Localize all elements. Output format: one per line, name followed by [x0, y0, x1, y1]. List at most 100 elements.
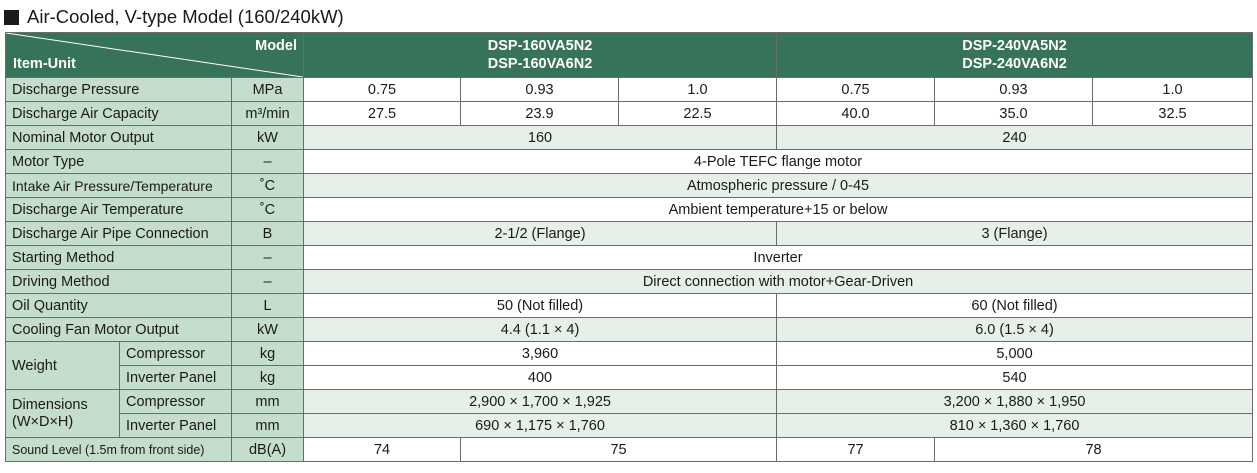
model-header-label: Model	[255, 38, 298, 54]
table-cell: 1.0	[618, 77, 778, 102]
model-b-line1: DSP-240VA5N2	[962, 38, 1067, 54]
model-a-line2: DSP-160VA6N2	[487, 56, 593, 72]
table-row: Starting Method – Inverter	[5, 245, 1254, 270]
model-b-header: DSP-240VA5N2 DSP-240VA6N2	[776, 32, 1254, 78]
row-unit: –	[230, 149, 305, 174]
table-cell: Direct connection with motor+Gear-Driven	[303, 269, 1254, 294]
table-row: Discharge Air Capacity m³/min 27.5 23.9 …	[5, 101, 1254, 126]
row-label: Cooling Fan Motor Output	[5, 317, 232, 342]
table-cell: 160	[303, 125, 778, 150]
table-cell: 27.5	[303, 101, 462, 126]
model-a-header: DSP-160VA5N2 DSP-160VA6N2	[303, 32, 778, 78]
table-cell: 3 (Flange)	[776, 221, 1254, 246]
row-sublabel: Inverter Panel	[119, 413, 232, 438]
table-cell: 0.75	[303, 77, 462, 102]
table-cell: 78	[934, 437, 1254, 462]
section-title-text: Air-Cooled, V-type Model (160/240kW)	[27, 6, 344, 27]
table-cell: 4-Pole TEFC flange motor	[303, 149, 1254, 174]
row-unit: ˚C	[230, 197, 305, 222]
table-row: Nominal Motor Output kW 160 240	[5, 125, 1254, 150]
table-cell: 1.0	[1092, 77, 1254, 102]
model-b-line2: DSP-240VA6N2	[962, 56, 1067, 72]
table-cell: 5,000	[776, 341, 1254, 366]
table-cell: 690 × 1,175 × 1,760	[303, 413, 778, 438]
table-row: Inverter Panel kg 400 540	[6, 365, 1254, 390]
weight-group-label: Weight	[5, 341, 120, 390]
table-row: Discharge Air Pipe Connection B 2-1/2 (F…	[5, 221, 1254, 246]
diagonal-divider-line	[6, 33, 303, 77]
row-unit: kW	[230, 317, 305, 342]
row-label: Discharge Pressure	[5, 77, 232, 102]
row-unit: kW	[230, 125, 305, 150]
table-cell: 0.93	[934, 77, 1094, 102]
item-unit-header-label: Item-Unit	[13, 56, 76, 72]
table-cell: 40.0	[776, 101, 936, 126]
row-unit: –	[230, 245, 305, 270]
row-unit: mm	[230, 389, 305, 414]
table-cell: 74	[303, 437, 462, 462]
table-cell: 35.0	[934, 101, 1094, 126]
dimensions-label-line1: Dimensions	[12, 396, 88, 413]
row-label: Sound Level (1.5m from front side)	[5, 437, 232, 462]
table-cell: 2,900 × 1,700 × 1,925	[303, 389, 778, 414]
row-sublabel: Compressor	[119, 341, 232, 366]
table-cell: 0.75	[776, 77, 936, 102]
row-unit: m³/min	[230, 101, 305, 126]
row-unit: mm	[230, 413, 305, 438]
row-label: Nominal Motor Output	[5, 125, 232, 150]
row-label: Intake Air Pressure/Temperature	[5, 173, 232, 198]
table-cell: 23.9	[460, 101, 620, 126]
header-corner-cell: Model Item-Unit	[4, 32, 305, 78]
dimensions-label-line2: (W×D×H)	[12, 413, 74, 430]
title-square-icon	[4, 9, 19, 25]
row-unit: kg	[230, 365, 305, 390]
table-cell: 32.5	[1092, 101, 1254, 126]
table-cell: Inverter	[303, 245, 1254, 270]
table-cell: 810 × 1,360 × 1,760	[776, 413, 1254, 438]
row-sublabel: Compressor	[119, 389, 232, 414]
row-unit: –	[230, 269, 305, 294]
table-row: Cooling Fan Motor Output kW 4.4 (1.1 × 4…	[5, 317, 1254, 342]
table-cell: 4.4 (1.1 × 4)	[303, 317, 778, 342]
table-cell: 0.93	[460, 77, 620, 102]
table-row: Weight Compressor kg 3,960 5,000	[5, 341, 1254, 390]
table-row: Discharge Pressure MPa 0.75 0.93 1.0 0.7…	[5, 77, 1254, 102]
table-cell: 75	[460, 437, 778, 462]
table-row: Dimensions (W×D×H) Compressor mm 2,900 ×…	[5, 389, 1254, 438]
table-cell: 540	[776, 365, 1254, 390]
row-label: Starting Method	[5, 245, 232, 270]
table-cell: Atmospheric pressure / 0-45	[303, 173, 1254, 198]
table-row: Inverter Panel mm 690 × 1,175 × 1,760 81…	[6, 413, 1254, 438]
row-unit: L	[230, 293, 305, 318]
row-unit: kg	[230, 341, 305, 366]
row-unit: MPa	[230, 77, 305, 102]
model-a-line1: DSP-160VA5N2	[487, 38, 593, 54]
table-row: Sound Level (1.5m from front side) dB(A)…	[5, 437, 1254, 462]
table-row: Intake Air Pressure/Temperature ˚C Atmos…	[5, 173, 1254, 198]
table-row: Motor Type – 4-Pole TEFC flange motor	[5, 149, 1254, 174]
table-cell: 77	[776, 437, 936, 462]
dimensions-group-label: Dimensions (W×D×H)	[5, 389, 120, 438]
table-cell: 3,960	[303, 341, 778, 366]
table-cell: 400	[303, 365, 778, 390]
row-label: Oil Quantity	[5, 293, 232, 318]
row-label: Discharge Air Capacity	[5, 101, 232, 126]
table-cell: 2-1/2 (Flange)	[303, 221, 778, 246]
table-row: Discharge Air Temperature ˚C Ambient tem…	[5, 197, 1254, 222]
table-row: Oil Quantity L 50 (Not filled) 60 (Not f…	[5, 293, 1254, 318]
row-unit: dB(A)	[230, 437, 305, 462]
row-label: Motor Type	[5, 149, 232, 174]
row-label: Discharge Air Temperature	[5, 197, 232, 222]
table-cell: 6.0 (1.5 × 4)	[776, 317, 1254, 342]
table-cell: 60 (Not filled)	[776, 293, 1254, 318]
row-label: Discharge Air Pipe Connection	[5, 221, 232, 246]
header-row: Model Item-Unit DSP-160VA5N2 DSP-160VA6N…	[4, 32, 1254, 78]
table-cell: 50 (Not filled)	[303, 293, 778, 318]
section-title: Air-Cooled, V-type Model (160/240kW)	[4, 4, 344, 30]
row-sublabel: Inverter Panel	[119, 365, 232, 390]
table-cell: 22.5	[618, 101, 778, 126]
row-unit: B	[230, 221, 305, 246]
table-cell: 240	[776, 125, 1254, 150]
table-row: Driving Method – Direct connection with …	[5, 269, 1254, 294]
row-unit: ˚C	[230, 173, 305, 198]
